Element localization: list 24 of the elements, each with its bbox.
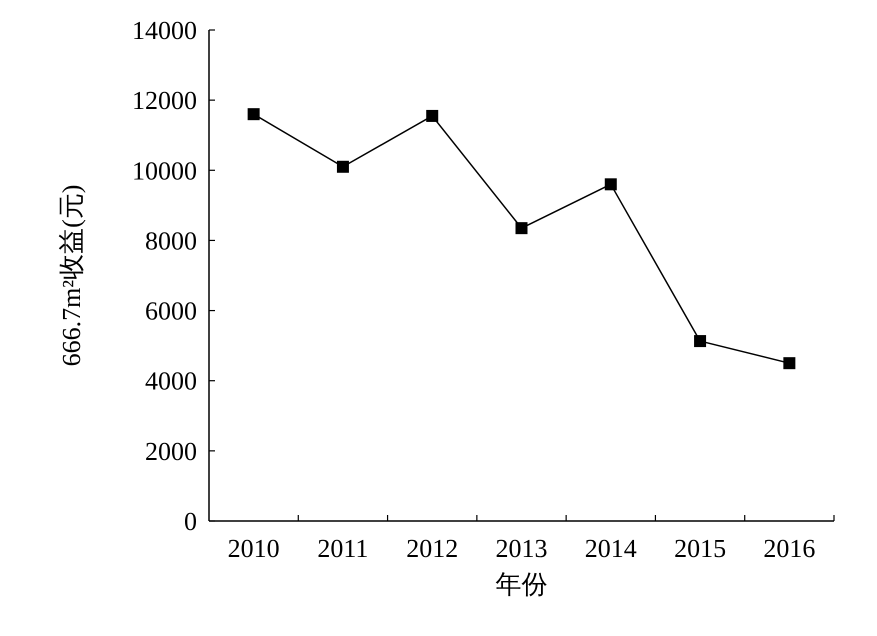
point	[604, 178, 617, 190]
x-tick-label: 2016	[763, 534, 816, 563]
x-axis-title: 年份	[496, 570, 548, 599]
y-tick-label: 8000	[145, 226, 197, 256]
y-tick-label: 12000	[132, 86, 197, 116]
point	[248, 108, 260, 120]
y-axis-title: 666.7m²收益(元)	[57, 184, 86, 366]
point	[426, 110, 438, 122]
point	[694, 335, 706, 348]
x-tick-label: 2010	[228, 534, 280, 563]
x-tick-label: 2014	[584, 534, 637, 563]
point	[783, 357, 796, 370]
x-tick-label: 2013	[496, 534, 548, 563]
y-tick-label: 6000	[145, 296, 197, 326]
y-tick-label: 14000	[132, 16, 197, 45]
x-tick-label: 2015	[674, 534, 726, 563]
x-tick-label: 2012	[406, 534, 458, 563]
y-tick-label: 2000	[145, 436, 197, 466]
y-tick-label: 4000	[145, 366, 197, 396]
y-tick-label: 10000	[132, 156, 197, 186]
x-tick-label: 2011	[317, 534, 368, 563]
point	[516, 222, 528, 234]
point	[336, 160, 349, 173]
y-tick-label: 0	[184, 507, 197, 536]
